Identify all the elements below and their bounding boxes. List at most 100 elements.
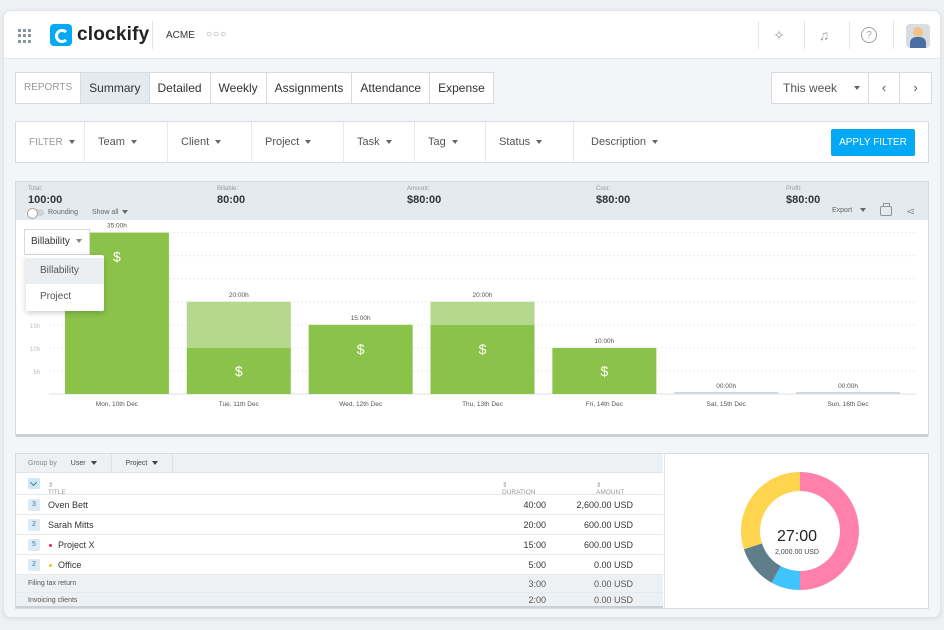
rounding-toggle[interactable] (27, 208, 44, 219)
dollar-icon: $ (600, 363, 608, 379)
row-count-badge[interactable]: 2 (28, 559, 40, 571)
tab-assignments[interactable]: Assignments (267, 73, 353, 103)
help-icon[interactable]: ? (861, 27, 877, 43)
table-row[interactable]: Filing tax return 3:00 0.00 USD (16, 575, 663, 593)
filter-label[interactable]: FILTER (16, 122, 85, 162)
amount-column-header[interactable]: AMOUNT ⇕ (596, 482, 625, 496)
filter-team[interactable]: Team (85, 122, 168, 162)
cost-label: Cost: (596, 186, 611, 192)
group-by-project-label: Project (125, 459, 148, 467)
next-period-button[interactable]: › (913, 80, 918, 95)
group-by-project-select[interactable]: Project (126, 460, 159, 467)
summary-report-panel: Total: 100:00 Billable: 80:00 Amount: $8… (15, 181, 929, 437)
filter-description[interactable]: Description (574, 122, 684, 162)
menu-item-billability[interactable]: Billability (26, 258, 104, 284)
row-count-badge[interactable]: 5 (28, 539, 40, 551)
group-by-user-label: User (70, 459, 86, 467)
row-duration: 5:00 (528, 560, 546, 570)
export-select[interactable]: Export (832, 207, 867, 214)
project-color-dot (49, 564, 52, 567)
table-row[interactable]: 2 Office 5:00 0.00 USD (16, 555, 663, 575)
row-amount: 0.00 USD (593, 579, 633, 589)
apps-grid-icon[interactable] (18, 29, 32, 43)
total-value: 100:00 (28, 194, 63, 206)
tab-detailed[interactable]: Detailed (150, 73, 211, 103)
filter-task[interactable]: Task (344, 122, 415, 162)
title-column-header[interactable]: TITLE ⇕ (48, 482, 66, 496)
app-logo[interactable]: clockify (50, 24, 149, 46)
table-row[interactable]: 5 Project X 15:00 600.00 USD (16, 535, 663, 555)
dollar-icon: $ (235, 363, 243, 379)
billable-label: Billable: (217, 186, 239, 192)
x-tick-label: Wed, 12th Dec (339, 401, 383, 408)
chevron-down-icon (860, 208, 867, 213)
row-amount: 2,600.00 USD (576, 500, 633, 510)
table-row[interactable]: 3 Oven Bett 40:00 2,600.00 USD (16, 495, 663, 515)
x-tick-label: Sat, 15th Dec (707, 401, 747, 408)
row-amount: 0.00 USD (593, 560, 633, 570)
donut-chart-panel: 27:00 2,000.00 USD (664, 454, 928, 608)
date-range-label: This week (783, 81, 838, 95)
chart-grouping-select[interactable]: Billability (24, 229, 90, 255)
chevron-down-icon (152, 460, 159, 465)
table-header: TITLE ⇕ DURATION ⇕ AMOUNT ⇕ (16, 473, 663, 496)
x-tick-label: Mon, 10th Dec (96, 401, 139, 408)
filter-project[interactable]: Project (252, 122, 344, 162)
cost-summary: Cost: $80:00 (596, 186, 630, 206)
extension-icon[interactable]: ✧ (773, 27, 785, 43)
menu-item-project[interactable]: Project (40, 291, 72, 302)
divider (758, 21, 759, 49)
duration-donut-chart (741, 472, 859, 590)
filter-tag-label: Tag (428, 136, 446, 148)
filter-tag[interactable]: Tag (415, 122, 486, 162)
row-count-badge[interactable]: 3 (28, 499, 40, 511)
dollar-icon: $ (479, 341, 487, 357)
tab-reports: REPORTS (16, 73, 82, 103)
filter-client[interactable]: Client (168, 122, 252, 162)
tab-expense[interactable]: Expense (438, 81, 485, 95)
top-bar: clockify ACME ○○○ ✧ ♫ ? (4, 11, 940, 59)
chevron-down-icon (451, 140, 458, 144)
x-tick-label: Tue, 11th Dec (219, 401, 260, 408)
bell-icon[interactable]: ♫ (818, 27, 830, 43)
tab-summary[interactable]: Summary (81, 73, 150, 103)
duration-header-label: DURATION (502, 489, 536, 496)
avatar[interactable] (906, 24, 930, 48)
workspace-name[interactable]: ACME (166, 30, 195, 41)
previous-period-button[interactable]: ‹ (869, 73, 900, 103)
row-count-badge[interactable]: 2 (28, 519, 40, 531)
date-range-select[interactable]: This week (772, 73, 869, 103)
table-row[interactable]: 2 Sarah Mitts 20:00 600.00 USD (16, 515, 663, 535)
rounding-control: Rounding Show all (27, 208, 129, 219)
apply-filter-button[interactable]: APPLY FILTER (831, 129, 915, 156)
expand-all-icon[interactable] (28, 478, 40, 489)
profit-value: $80:00 (786, 194, 821, 206)
export-label: Export (832, 207, 853, 214)
divider (152, 21, 153, 49)
show-all-select[interactable]: Show all (92, 209, 129, 216)
share-icon[interactable]: ⋖ (906, 206, 916, 218)
table-row[interactable]: Invoicing clients 2:00 0.00 USD (16, 593, 663, 608)
group-by-user-select[interactable]: User (71, 460, 97, 467)
row-title: Office (58, 560, 82, 570)
tab-weekly[interactable]: Weekly (211, 73, 267, 103)
billable-value: 80:00 (217, 194, 246, 206)
y-tick-label: 10h (30, 347, 40, 353)
bar-billable (552, 347, 657, 394)
duration-column-header[interactable]: DURATION ⇕ (502, 482, 536, 496)
bar-billable (430, 324, 535, 394)
amount-value: $80:00 (407, 194, 442, 206)
date-range-picker: This week ‹ › (771, 72, 932, 104)
chevron-down-icon (68, 140, 75, 144)
chevron-down-icon (385, 140, 392, 144)
chevron-down-icon (305, 140, 312, 144)
print-icon[interactable] (880, 203, 892, 216)
profit-label: Profit: (786, 186, 802, 192)
divider (110, 453, 112, 473)
chart-grouping-menu: Billability Project (26, 255, 104, 311)
row-title: Oven Bett (48, 500, 89, 510)
workspace-more-icon[interactable]: ○○○ (206, 29, 228, 40)
filter-project-label: Project (265, 136, 300, 148)
tab-attendance[interactable]: Attendance (352, 73, 431, 103)
filter-status[interactable]: Status (486, 122, 574, 162)
